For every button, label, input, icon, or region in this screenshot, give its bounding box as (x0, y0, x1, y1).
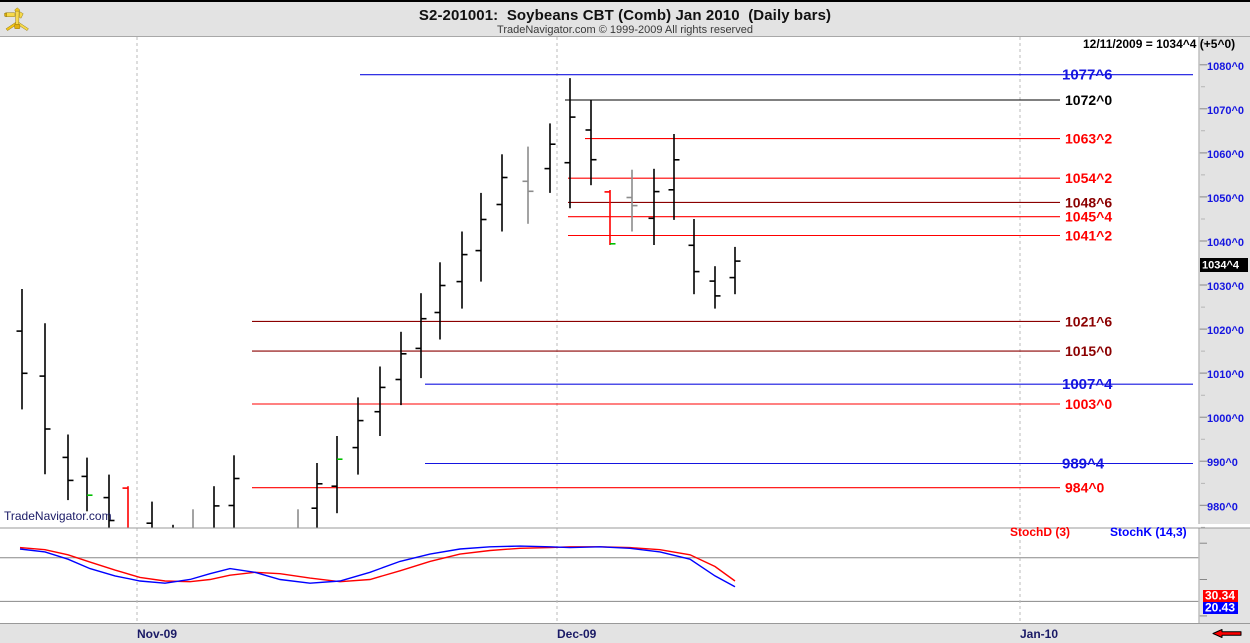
svg-text:1054^2: 1054^2 (1065, 170, 1112, 186)
svg-text:1040^0: 1040^0 (1207, 237, 1244, 249)
svg-text:1063^2: 1063^2 (1065, 131, 1112, 147)
svg-text:1077^6: 1077^6 (1062, 67, 1112, 84)
svg-text:1015^0: 1015^0 (1065, 343, 1112, 359)
svg-text:StochD (3): StochD (3) (1010, 525, 1070, 539)
svg-text:20.43: 20.43 (1205, 601, 1235, 615)
svg-text:1003^0: 1003^0 (1065, 396, 1112, 412)
svg-text:TradeNavigator.com: TradeNavigator.com (4, 509, 112, 523)
svg-text:990^0: 990^0 (1207, 457, 1238, 469)
svg-text:Dec-09: Dec-09 (557, 627, 597, 641)
svg-text:1030^0: 1030^0 (1207, 281, 1244, 293)
svg-text:1021^6: 1021^6 (1065, 313, 1112, 329)
svg-text:984^0: 984^0 (1065, 480, 1105, 496)
svg-text:12/11/2009 = 1034^4 (+5^0): 12/11/2009 = 1034^4 (+5^0) (1083, 37, 1235, 51)
svg-text:StochK (14,3): StochK (14,3) (1110, 525, 1187, 539)
svg-text:1041^2: 1041^2 (1065, 228, 1112, 244)
svg-text:989^4: 989^4 (1062, 456, 1105, 473)
svg-text:Jan-10: Jan-10 (1020, 627, 1058, 641)
svg-text:Nov-09: Nov-09 (137, 627, 177, 641)
svg-text:1034^4: 1034^4 (1202, 260, 1240, 272)
svg-text:1060^0: 1060^0 (1207, 149, 1244, 161)
svg-text:1045^4: 1045^4 (1065, 209, 1112, 225)
svg-text:1072^0: 1072^0 (1065, 92, 1112, 108)
svg-text:1050^0: 1050^0 (1207, 193, 1244, 205)
svg-text:1070^0: 1070^0 (1207, 105, 1244, 117)
svg-text:1080^0: 1080^0 (1207, 61, 1244, 73)
svg-text:1010^0: 1010^0 (1207, 369, 1244, 381)
svg-text:1007^4: 1007^4 (1062, 376, 1113, 393)
svg-text:1020^0: 1020^0 (1207, 325, 1244, 337)
svg-text:1000^0: 1000^0 (1207, 413, 1244, 425)
svg-text:980^0: 980^0 (1207, 501, 1238, 513)
